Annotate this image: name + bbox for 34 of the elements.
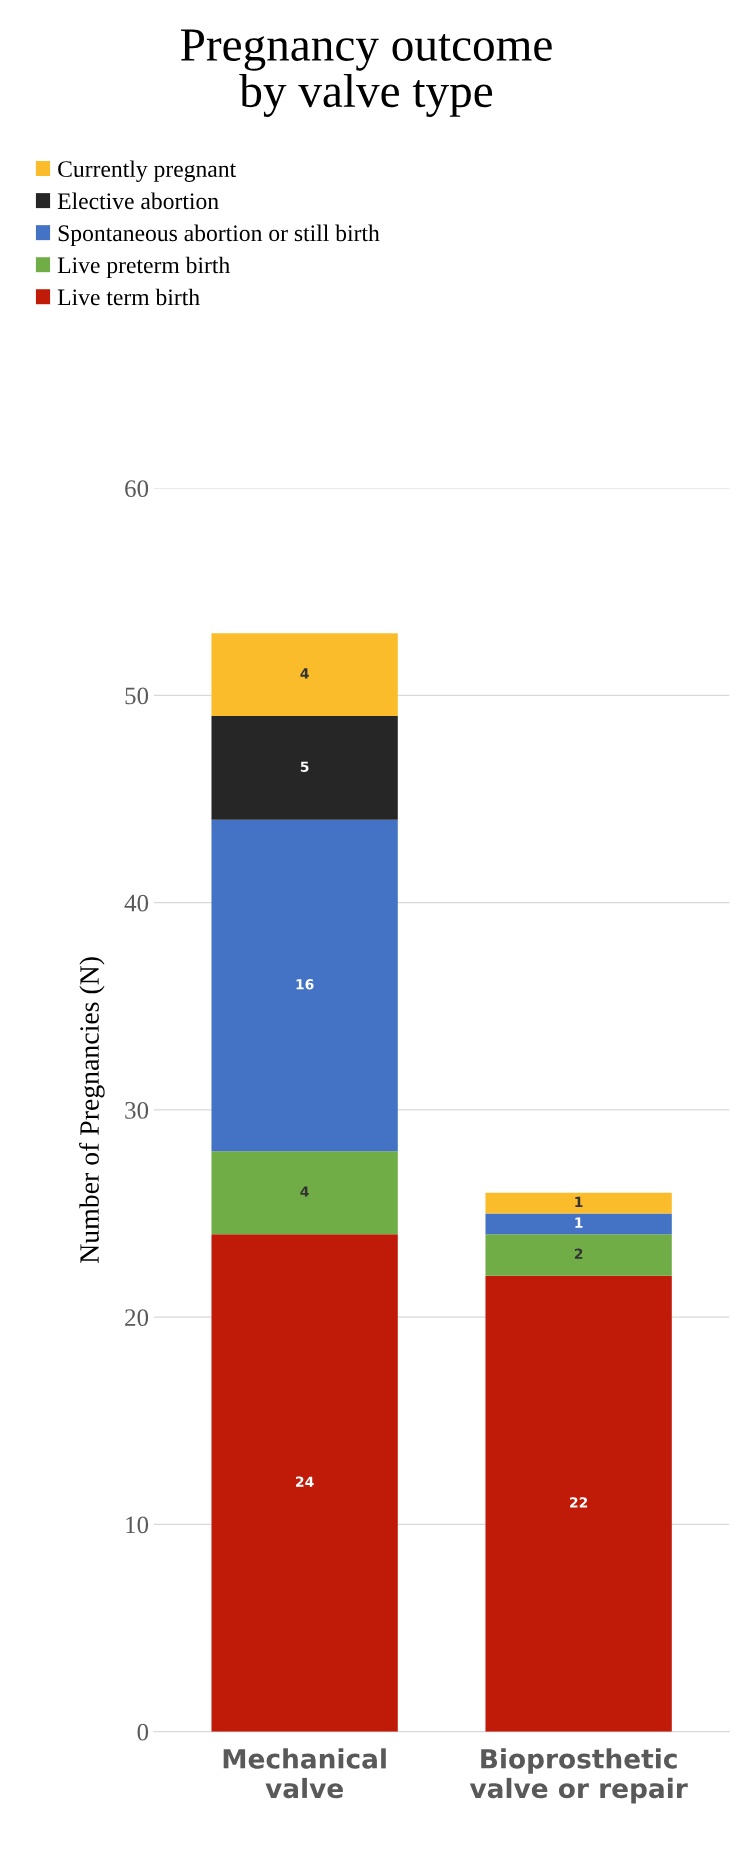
bar <box>211 633 398 717</box>
legend-label: Elective abortion <box>57 192 219 210</box>
y-tick-label: 50 <box>125 687 149 705</box>
y-tick-label: 40 <box>124 894 149 912</box>
chart-title: Pregnancy outcome by valve type <box>180 29 552 117</box>
legend-label: Live preterm birth <box>57 256 230 279</box>
bar <box>485 1213 672 1235</box>
bar <box>485 1275 672 1732</box>
data-label: 4 <box>300 668 309 679</box>
data-label: 5 <box>300 761 309 772</box>
legend-label: Live term birth <box>57 288 200 306</box>
x-tick-label: Mechanical valve <box>223 1748 386 1799</box>
data-label: 4 <box>300 1186 309 1197</box>
bar <box>211 716 398 820</box>
data-label: 16 <box>296 979 314 990</box>
y-tick-label: 60 <box>125 480 149 498</box>
bar <box>485 1234 672 1276</box>
bar <box>211 819 398 1152</box>
data-label: 24 <box>296 1476 314 1487</box>
data-label: 1 <box>575 1217 583 1228</box>
bar <box>211 1151 398 1235</box>
y-axis-title: Number of Pregnancies (N) <box>79 957 105 1263</box>
bar <box>211 1234 398 1732</box>
y-tick-label: 30 <box>125 1101 149 1119</box>
bar <box>485 1192 672 1214</box>
data-label: 2 <box>574 1248 583 1259</box>
legend-label: Currently pregnant <box>58 160 237 182</box>
y-tick-label: 0 <box>137 1723 149 1741</box>
y-tick-label: 10 <box>126 1516 149 1534</box>
data-label: 1 <box>575 1196 583 1207</box>
legend-label: Spontaneous abortion or still birth <box>58 224 380 246</box>
y-tick-label: 20 <box>125 1309 149 1327</box>
data-label: 22 <box>570 1497 588 1508</box>
x-tick-label: Bioprosthetic valve or repair <box>469 1748 688 1804</box>
